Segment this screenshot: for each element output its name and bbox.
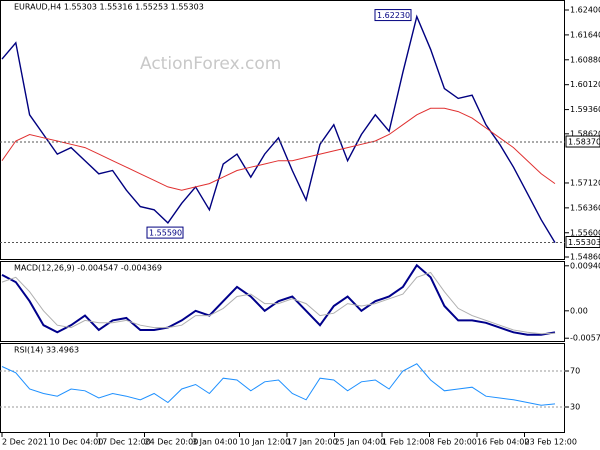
- macd-panel: [0, 261, 565, 342]
- x-tick-label: 3 Jan 04:00: [192, 438, 238, 447]
- series-line: [1, 107, 556, 191]
- panel-title: EURAUD,H4 1.55303 1.55316 1.55253 1.5530…: [14, 3, 204, 12]
- price-callout-label: 1.62230: [377, 11, 410, 20]
- series-line: [1, 14, 556, 243]
- watermark: ActionForex.com: [140, 54, 281, 74]
- y-tick-label: 1.57120: [570, 178, 600, 187]
- y-tick-label: 1.61640: [570, 30, 600, 39]
- y-tick-label: 70: [570, 367, 580, 376]
- x-tick-label: 1 Feb 12:00: [382, 438, 429, 447]
- y-tick-label: 1.62400: [570, 6, 600, 15]
- y-tick-label: 0.009407: [570, 261, 600, 270]
- y-tick-label: 0.00: [570, 306, 588, 315]
- x-tick-label: 17 Dec 12:00: [97, 438, 151, 447]
- y-tick-label: 1.54860: [570, 253, 600, 262]
- price-panel: [0, 0, 565, 260]
- x-tick-label: 2 Dec 2021: [2, 438, 48, 447]
- y-tick-label: 30: [570, 403, 580, 412]
- panel-title: RSI(14) 33.4963: [14, 346, 79, 355]
- x-tick-label: 23 Feb 12:00: [525, 438, 577, 447]
- level-box: [565, 135, 600, 148]
- panel-title: MACD(12,26,9) -0.004547 -0.004369: [14, 264, 162, 273]
- x-tick-label: 17 Jan 20:00: [287, 438, 338, 447]
- series-line: [1, 363, 556, 406]
- y-tick-label: 1.55600: [570, 228, 600, 237]
- y-tick-label: 1.58620: [570, 129, 600, 138]
- level-box: [565, 235, 600, 248]
- x-tick-label: 25 Jan 04:00: [335, 438, 386, 447]
- y-tick-label: -0.005726: [570, 334, 600, 343]
- x-tick-label: 16 Feb 04:00: [477, 438, 529, 447]
- x-tick-label: 10 Dec 04:00: [50, 438, 104, 447]
- level-label: 1.58370: [568, 138, 600, 147]
- level-label: 1.55303: [568, 238, 600, 247]
- series-line: [1, 271, 556, 335]
- x-tick-label: 10 Jan 12:00: [240, 438, 291, 447]
- y-tick-label: 1.60880: [570, 55, 600, 64]
- price-callout: [374, 9, 412, 22]
- y-tick-label: 1.60120: [570, 80, 600, 89]
- rsi-panel: [0, 343, 565, 433]
- y-tick-label: 1.56360: [570, 203, 600, 212]
- x-tick-label: 8 Feb 20:00: [430, 438, 477, 447]
- x-tick-label: 24 Dec 20:00: [145, 438, 199, 447]
- series-line: [1, 263, 556, 336]
- price-callout-label: 1.55590: [149, 229, 182, 238]
- price-callout: [146, 226, 184, 239]
- y-tick-label: 1.59360: [570, 105, 600, 114]
